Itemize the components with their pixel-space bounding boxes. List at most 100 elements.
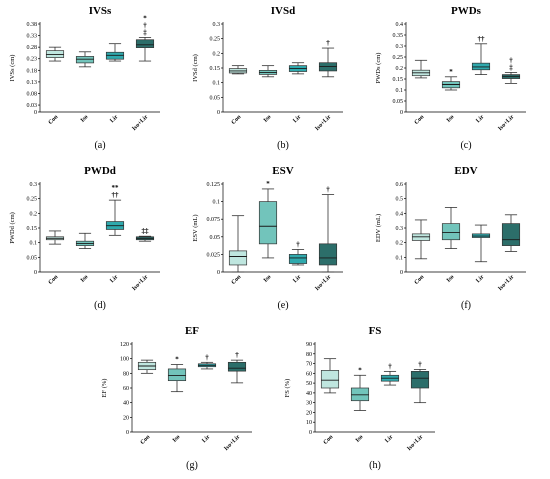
panel-label: (c): [460, 140, 471, 151]
box-Iso+Lir: [501, 214, 521, 252]
y-tick-label: 0: [217, 110, 220, 116]
panel-EF: EF 0 20 40 60 80 100 120 EF (%) Con Iso Lir Iso+Lir *…: [92, 320, 275, 478]
box-Iso: [167, 364, 187, 393]
y-tick-label: 80: [306, 352, 312, 358]
x-tick-label: Con: [323, 434, 335, 446]
significance-mark: *: [266, 180, 270, 188]
y-tick-label: 20: [123, 415, 129, 421]
x-tick-label: Con: [231, 114, 243, 126]
significance-mark: *: [175, 356, 179, 364]
y-axis-label: FS (%): [284, 379, 291, 398]
chart-EDV: EDV 0 0.1 0.2 0.3 0.4 0.5 0.6 EDV (mL) Con Iso Lir I…: [375, 165, 526, 311]
box-Iso+Lir: [410, 369, 430, 404]
y-tick-label: 0.1: [396, 88, 404, 94]
y-axis-label: PWDs (cm): [375, 53, 382, 84]
box-Con: [45, 230, 65, 245]
box-iqr: [441, 223, 461, 241]
significance-mark: †: [205, 353, 209, 361]
plot-ESV: ESV 0 0.025 0.05 0.075 0.1 0.125 ESV (mL) Con Iso…: [192, 165, 343, 311]
x-tick-label: Iso+Lir: [406, 434, 424, 452]
y-tick-label: 0.25: [393, 55, 404, 61]
panel-label: (g): [186, 460, 198, 471]
plot-IVSs: IVSs 00.03 0.08 0.13 0.18 0.23 0.28 0.33 0.38 IVS…: [9, 5, 160, 151]
y-tick-label: 100: [120, 357, 129, 363]
box-iqr: [167, 368, 187, 382]
box-Lir: [288, 249, 308, 266]
box-Iso+Lir: [318, 47, 338, 78]
panel-PWDs: PWDs 0 0.05 0.1 0.15 0.2 0.25 0.3 0.35 0.4 PWDs (c…: [366, 0, 549, 160]
box-Con: [228, 215, 248, 273]
significance-mark: †: [296, 240, 300, 248]
y-tick-label: 60: [306, 371, 312, 377]
y-tick-label: 0.1: [213, 200, 221, 206]
x-tick-label: Lir: [292, 274, 302, 284]
y-tick-label: 0.05: [210, 235, 221, 241]
x-tick-label: Iso: [263, 274, 273, 284]
panel-EDV: EDV 0 0.1 0.2 0.3 0.4 0.5 0.6 EDV (mL) Con Iso Lir I…: [366, 160, 549, 320]
box-iqr: [350, 387, 370, 402]
box-Iso+Lir: [135, 235, 155, 242]
y-tick-label: 0.3: [213, 22, 221, 28]
y-tick-label: 0.18: [27, 68, 38, 74]
y-tick-label: 0.2: [396, 66, 404, 72]
box-Con: [411, 59, 431, 79]
significance-mark: ††: [478, 35, 486, 43]
y-tick-label: 90: [306, 342, 312, 348]
x-tick-label: Iso: [172, 434, 182, 444]
box-Lir: [105, 43, 125, 62]
x-tick-label: Iso+Lir: [131, 274, 149, 292]
significance-mark: ‡: [143, 28, 147, 36]
y-tick-label: 0.6: [396, 182, 404, 188]
chart-title: IVSd: [271, 5, 295, 17]
significance-mark: ‡: [509, 63, 513, 71]
y-tick-label: 0.33: [27, 34, 38, 40]
y-tick-label: 30: [306, 401, 312, 407]
box-Lir: [197, 361, 217, 370]
y-tick-label: 0.15: [210, 66, 221, 72]
y-tick-label: 40: [123, 401, 129, 407]
x-tick-label: Iso+Lir: [314, 114, 332, 132]
significance-mark: ‡‡: [142, 227, 150, 235]
box-Iso: [258, 65, 278, 78]
x-tick-label: Iso+Lir: [223, 434, 241, 452]
y-tick-label: 0.1: [213, 81, 221, 87]
chart-IVSs: IVSs 00.03 0.08 0.13 0.18 0.23 0.28 0.33 0.38 IVS…: [9, 5, 160, 151]
x-tick-label: Con: [140, 434, 152, 446]
y-axis-label: PWDd (cm): [9, 212, 16, 244]
box-iqr: [318, 243, 338, 266]
panel-label: (b): [277, 140, 289, 151]
chart-ESV: ESV 0 0.025 0.05 0.075 0.1 0.125 ESV (mL) Con Iso…: [192, 165, 343, 311]
chart-title: EF: [185, 325, 199, 337]
box-Con: [411, 219, 431, 260]
y-tick-label: 0.1: [30, 241, 38, 247]
plot-FS: FS 0 10 20 30 40 50 60 70 80 90 FS (%) Con Iso Lir Iso+…: [284, 325, 435, 471]
chart-PWDs: PWDs 0 0.05 0.1 0.15 0.2 0.25 0.3 0.35 0.4 PWDs (c…: [375, 5, 526, 151]
y-tick-label: 0: [217, 270, 220, 276]
y-tick-label: 10: [306, 420, 312, 426]
panel-label: (f): [461, 300, 471, 311]
significance-mark: †: [388, 362, 392, 370]
box-iqr: [105, 51, 125, 60]
chart-title: ESV: [272, 165, 293, 177]
box-iqr: [320, 370, 340, 389]
y-tick-label: 0.2: [396, 241, 404, 247]
plot-EDV: EDV 0 0.1 0.2 0.3 0.4 0.5 0.6 EDV (mL) Con Iso Lir I…: [375, 165, 526, 311]
box-Iso: [75, 51, 95, 68]
significance-mark: †: [418, 360, 422, 368]
y-tick-label: 0.2: [30, 211, 38, 217]
box-iqr: [410, 371, 430, 389]
y-tick-label: 0.075: [207, 217, 221, 223]
significance-mark: †: [326, 186, 330, 194]
panel-IVSs: IVSs 0 0.03 0.08 0.13 0.18 0.23 0.28 0.33 0.38 IVS…: [0, 0, 183, 160]
y-tick-label: 20: [306, 410, 312, 416]
y-tick-label: 0.025: [207, 252, 221, 258]
x-tick-label: Lir: [109, 274, 119, 284]
x-tick-label: Iso: [446, 114, 456, 124]
significance-mark: **: [112, 184, 120, 192]
x-tick-label: Iso+Lir: [314, 274, 332, 292]
x-tick-label: Iso: [80, 114, 90, 124]
x-tick-label: Lir: [109, 114, 119, 124]
y-tick-label: 0: [309, 430, 312, 436]
box-Con: [137, 359, 157, 374]
y-tick-label: 0.15: [393, 77, 404, 83]
